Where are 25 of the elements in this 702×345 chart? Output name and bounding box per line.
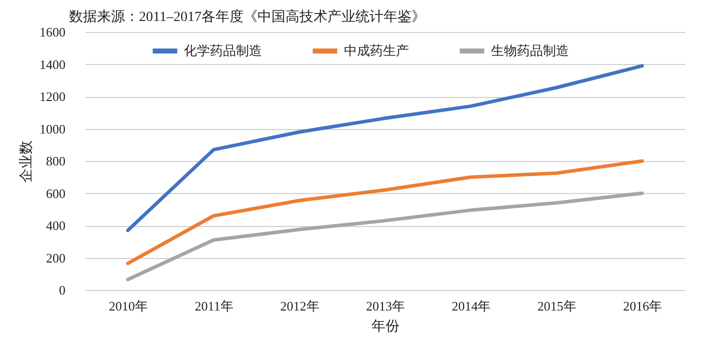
y-tick-label: 600 [46,186,66,201]
x-tick-label: 2013年 [366,298,405,314]
y-tick-label: 1200 [40,89,66,104]
legend-label: 化学药品制造 [184,44,262,59]
legend-label: 中成药生产 [344,44,409,59]
x-tick-label: 2016年 [623,298,662,314]
x-axis-title: 年份 [372,318,400,334]
y-tick-label: 800 [46,154,66,168]
y-tick-label: 0 [59,282,66,298]
line-series [126,159,644,266]
x-tick-label: 2011年 [194,298,234,314]
chart-title: 数据来源：2011–2017各年度《中国高技术产业统计年鉴》 [69,9,426,25]
y-tick-label: 400 [46,218,66,233]
y-tick-label: 1000 [40,121,66,136]
y-tick-label: 200 [46,250,66,266]
x-tick-label: 2010年 [108,298,148,314]
legend-label: 生物药品制造 [491,44,569,59]
y-axis-title: 企业数 [18,140,34,182]
x-tick-label: 2012年 [280,298,320,314]
y-tick-label: 1600 [40,24,66,40]
x-tick-label: 2015年 [537,298,576,314]
line-series [126,64,644,232]
line-series [126,192,644,282]
y-tick-label: 1400 [40,56,66,72]
x-tick-label: 2014年 [452,298,491,314]
